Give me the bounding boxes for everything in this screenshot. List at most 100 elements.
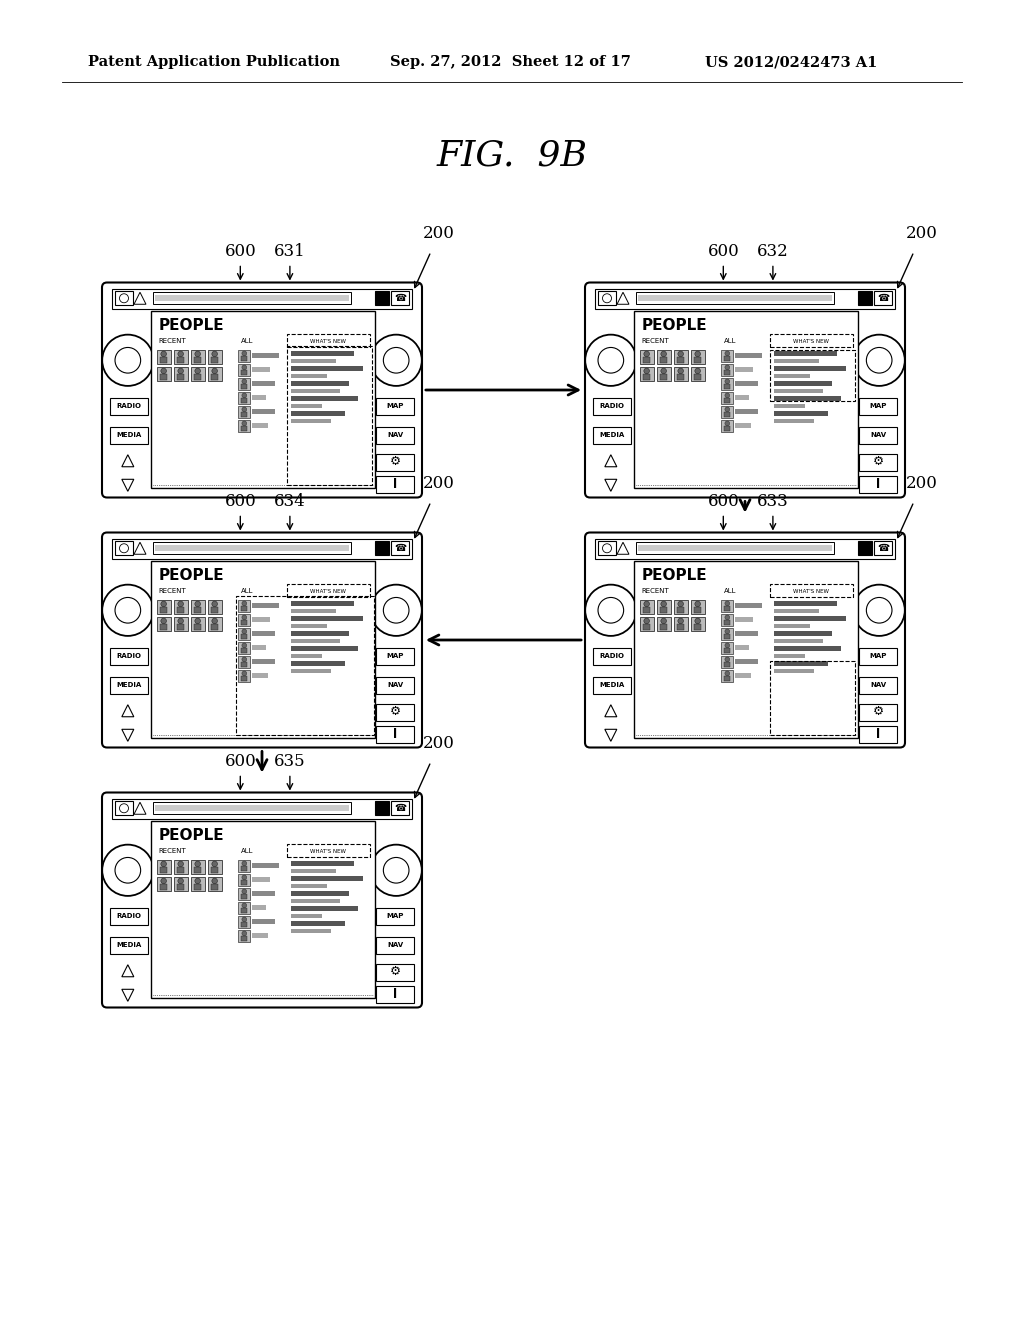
- Bar: [598, 292, 616, 305]
- Bar: [160, 607, 167, 612]
- Bar: [208, 861, 221, 874]
- Bar: [377, 648, 414, 665]
- Bar: [774, 411, 827, 416]
- Bar: [239, 888, 250, 900]
- FancyBboxPatch shape: [102, 532, 422, 747]
- Text: MAP: MAP: [386, 653, 403, 660]
- Bar: [774, 381, 833, 385]
- Bar: [660, 624, 668, 630]
- Bar: [291, 899, 340, 903]
- Circle shape: [102, 585, 154, 636]
- Bar: [724, 426, 730, 430]
- Circle shape: [242, 407, 247, 412]
- Bar: [291, 921, 345, 925]
- Bar: [375, 292, 389, 305]
- Polygon shape: [134, 543, 146, 554]
- Bar: [774, 396, 842, 400]
- Circle shape: [195, 861, 201, 867]
- Text: MAP: MAP: [869, 404, 887, 409]
- Bar: [770, 334, 853, 347]
- Circle shape: [644, 368, 649, 374]
- Bar: [211, 884, 218, 890]
- Bar: [291, 616, 362, 620]
- Bar: [195, 358, 201, 363]
- Text: MEDIA: MEDIA: [116, 432, 141, 438]
- Bar: [239, 614, 250, 626]
- Bar: [377, 399, 414, 416]
- Circle shape: [161, 878, 167, 884]
- Bar: [177, 358, 184, 363]
- Bar: [377, 704, 414, 721]
- Bar: [239, 656, 250, 668]
- Bar: [190, 367, 205, 381]
- Bar: [242, 606, 247, 611]
- Bar: [177, 624, 184, 630]
- Bar: [239, 671, 250, 682]
- Bar: [239, 861, 250, 873]
- Text: 600: 600: [224, 752, 256, 770]
- Bar: [153, 543, 351, 554]
- Bar: [237, 597, 374, 734]
- Polygon shape: [605, 729, 616, 742]
- Bar: [634, 561, 858, 738]
- Bar: [252, 395, 266, 400]
- Text: WHAT'S NEW: WHAT'S NEW: [794, 589, 829, 594]
- Bar: [774, 359, 819, 363]
- Text: MAP: MAP: [869, 653, 887, 660]
- Text: PEOPLE: PEOPLE: [159, 828, 224, 842]
- Circle shape: [725, 393, 730, 397]
- Bar: [640, 601, 653, 614]
- Bar: [155, 296, 349, 301]
- Bar: [674, 350, 688, 364]
- Bar: [252, 352, 280, 358]
- Bar: [774, 351, 837, 355]
- Bar: [242, 866, 247, 871]
- Text: l: l: [393, 987, 397, 1001]
- Polygon shape: [122, 705, 134, 717]
- Bar: [157, 876, 171, 891]
- Polygon shape: [134, 292, 146, 305]
- Text: l: l: [393, 478, 397, 491]
- Bar: [157, 350, 171, 364]
- Text: MEDIA: MEDIA: [599, 432, 625, 438]
- Bar: [242, 663, 247, 667]
- Bar: [774, 623, 810, 628]
- Bar: [638, 296, 831, 301]
- Bar: [242, 676, 247, 681]
- Bar: [252, 906, 266, 909]
- Circle shape: [598, 598, 624, 623]
- Bar: [859, 428, 897, 444]
- Circle shape: [242, 888, 247, 894]
- Bar: [677, 375, 684, 380]
- Bar: [252, 659, 274, 664]
- Bar: [643, 358, 650, 363]
- Text: Sep. 27, 2012  Sheet 12 of 17: Sep. 27, 2012 Sheet 12 of 17: [390, 55, 631, 69]
- Polygon shape: [617, 543, 629, 554]
- Bar: [674, 601, 688, 614]
- Bar: [724, 606, 730, 611]
- Bar: [242, 880, 247, 884]
- Bar: [595, 289, 895, 309]
- Bar: [239, 642, 250, 653]
- Bar: [242, 399, 247, 403]
- Bar: [859, 399, 897, 416]
- Circle shape: [371, 335, 422, 385]
- Text: 200: 200: [423, 734, 455, 751]
- Bar: [242, 648, 247, 653]
- Bar: [291, 359, 336, 363]
- Circle shape: [725, 351, 730, 356]
- Circle shape: [242, 671, 247, 676]
- Circle shape: [242, 657, 247, 661]
- Text: PEOPLE: PEOPLE: [159, 318, 224, 333]
- Circle shape: [371, 845, 422, 896]
- Circle shape: [212, 351, 217, 356]
- Bar: [252, 422, 268, 428]
- Bar: [377, 986, 414, 1003]
- Bar: [157, 601, 171, 614]
- Bar: [291, 418, 332, 422]
- Bar: [595, 539, 895, 560]
- Polygon shape: [122, 989, 134, 1002]
- Bar: [593, 677, 631, 694]
- Bar: [195, 867, 201, 873]
- Circle shape: [695, 351, 700, 356]
